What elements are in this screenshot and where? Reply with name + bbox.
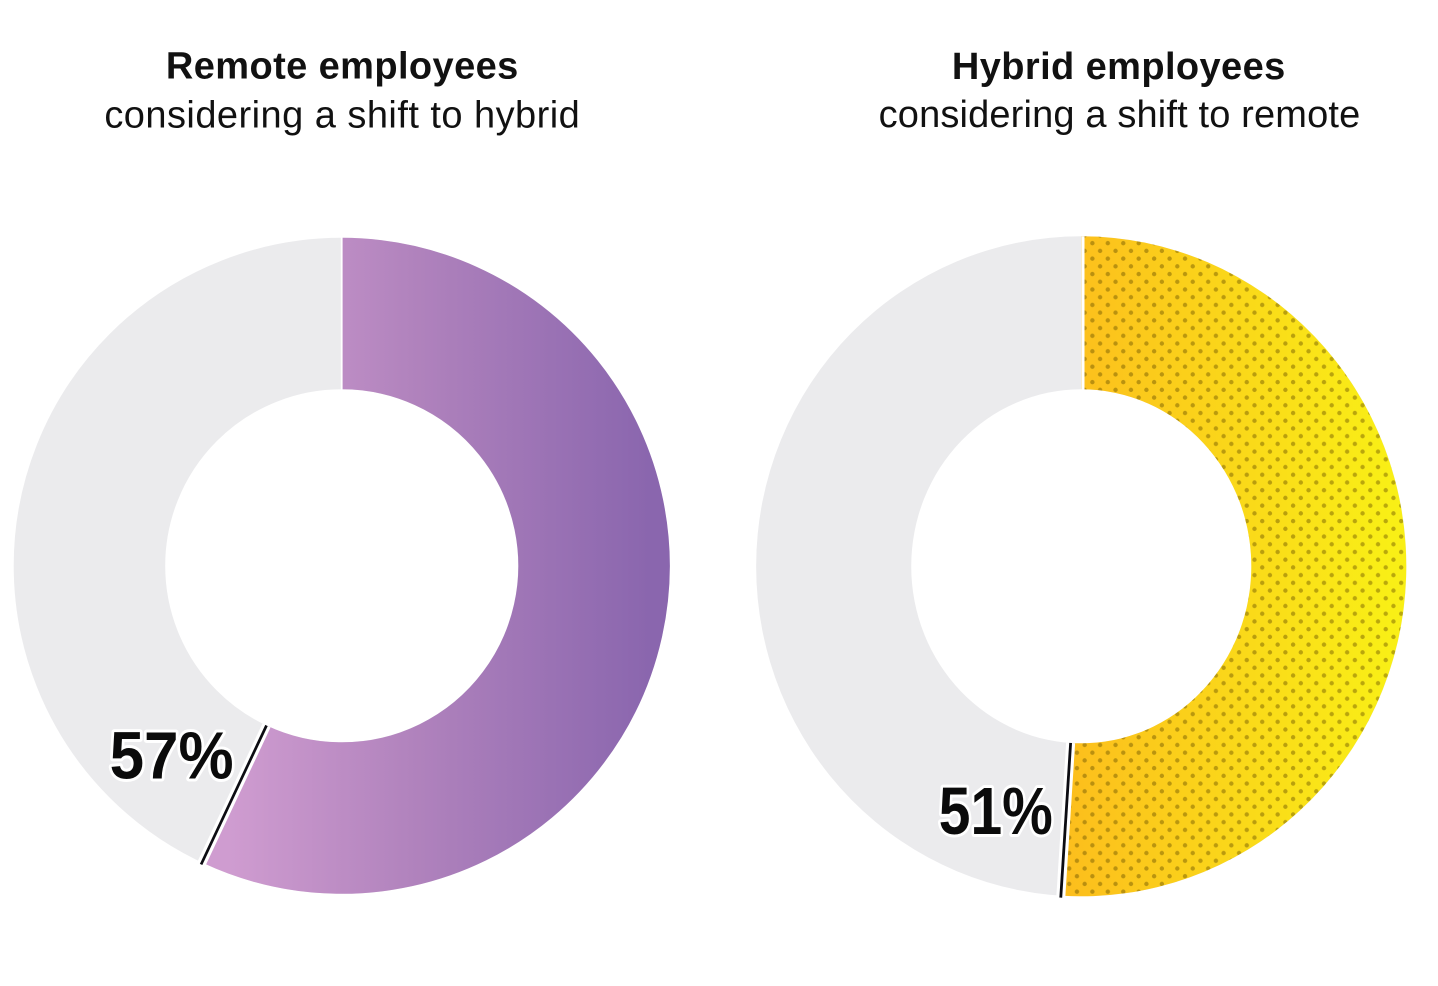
svg-text:considering a shift to hybrid: considering a shift to hybrid <box>104 95 580 137</box>
svg-text:considering a shift to remote: considering a shift to remote <box>879 94 1361 136</box>
svg-text:Remote employees: Remote employees <box>166 46 519 88</box>
svg-text:57%: 57% <box>110 718 234 793</box>
svg-text:Hybrid employees: Hybrid employees <box>952 46 1286 88</box>
svg-text:51%: 51% <box>939 774 1053 849</box>
